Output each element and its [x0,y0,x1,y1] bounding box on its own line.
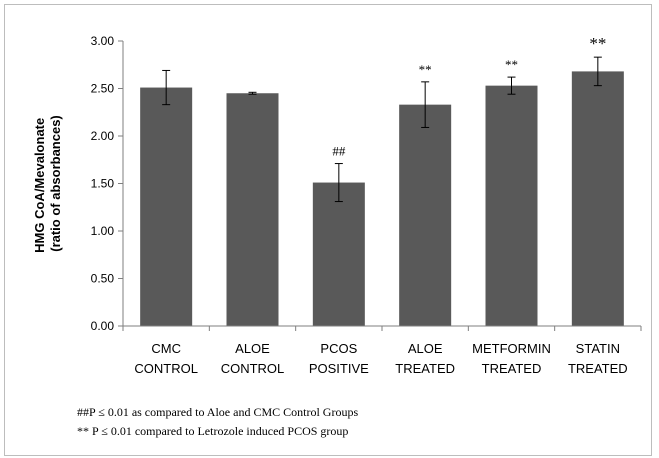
category-label-4-1: TREATED [482,361,542,376]
bar-3 [399,104,452,327]
category-label-5-0: STATIN [576,341,620,356]
y-tick-label-1: 0.50 [91,272,115,286]
bar-0 [140,87,193,326]
category-label-0-1: CONTROL [134,361,198,376]
bar-chart: 0.00 0.50 1.00 1.50 2.00 2.50 3.00 ## ** ** ** CM… [32,34,642,376]
bar-5 [571,71,624,327]
category-label-5-1: TREATED [568,361,628,376]
significance-label-5: ** [589,34,606,53]
category-labels: CMC CONTROL ALOE CONTROL PCOS POSITIVE ALOE TRE… [134,341,627,376]
category-label-1-1: CONTROL [221,361,285,376]
y-tick-label-5: 2.50 [91,82,115,96]
significance-label-3: ** [419,62,432,77]
category-label-4-0: METFORMIN [472,341,551,356]
bar-2 [312,182,365,326]
y-axis-label-line-1: HMG CoA/Mevalonate [32,118,47,253]
significance-label-2: ## [332,144,346,159]
y-axis-label-line-2: (ratio of absorbances) [48,115,63,252]
y-tick-label-3: 1.50 [91,177,115,191]
y-axis-label: HMG CoA/Mevalonate (ratio of absorbances… [32,114,63,253]
footnote-pcos: ** P ≤ 0.01 compared to Letrozole induce… [77,424,349,438]
category-label-2-0: PCOS [320,341,357,356]
y-axis-ticks: 0.00 0.50 1.00 1.50 2.00 2.50 3.00 [91,34,642,333]
y-tick-label-4: 2.00 [91,129,115,143]
category-label-3-1: TREATED [395,361,455,376]
category-label-2-1: POSITIVE [309,361,369,376]
error-bars [162,56,602,203]
category-label-3-0: ALOE [408,341,443,356]
bar-4 [485,85,538,327]
bar-1 [226,93,279,326]
footnote-control: ##P ≤ 0.01 as compared to Aloe and CMC C… [77,405,359,419]
category-label-0-0: CMC [151,341,181,356]
y-tick-label-2: 1.00 [91,224,115,238]
significance-label-4: ** [505,57,518,72]
y-tick-label-6: 3.00 [91,34,115,48]
category-label-1-0: ALOE [235,341,270,356]
significance-labels: ## ** ** ** [332,34,606,158]
bars [140,71,624,327]
y-tick-label-0: 0.00 [91,319,115,333]
